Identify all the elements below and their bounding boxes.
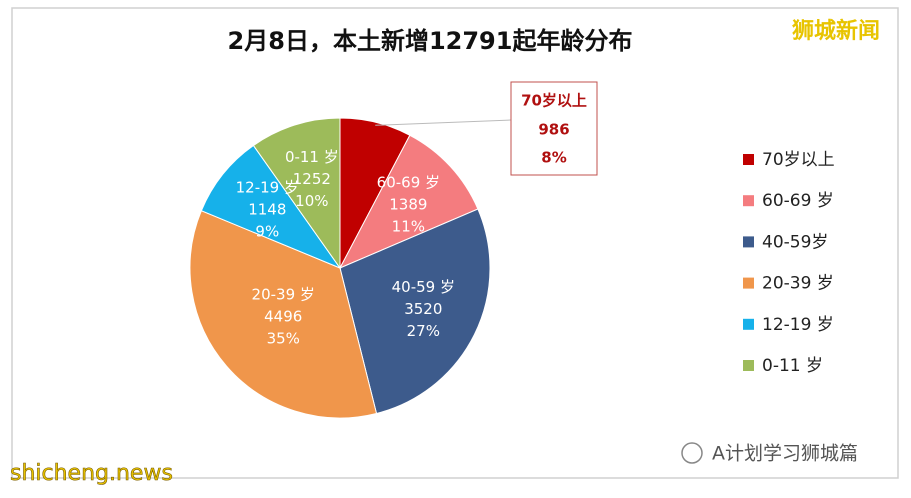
slice-label: 20-39 岁 [252, 286, 315, 304]
data-label: 3520 [404, 300, 442, 318]
legend-label: 12-19 岁 [762, 315, 834, 335]
wechat-icon [681, 442, 703, 464]
percent-label: 11% [392, 217, 425, 235]
legend-swatch [743, 195, 754, 207]
pie-slice [338, 134, 479, 270]
legend-swatch [743, 360, 754, 371]
legend-swatch [743, 154, 754, 165]
slice-label: 12-19 岁 [236, 178, 299, 196]
legend: 70岁以上 60-69 岁 40-59岁 20-39 岁 12-19 岁 0-11 岁 [743, 150, 835, 376]
legend-label: 60-69 岁 [762, 191, 834, 211]
slice-labels: 70岁以上 986 8% 60-69 岁 1389 11% 40-59 岁 3520 27% 20… [236, 81, 598, 348]
callout-box [510, 81, 598, 176]
percent-label: 9% [255, 222, 279, 240]
percent-label: 10% [295, 192, 328, 210]
data-label: 1389 [389, 195, 427, 213]
pie-slice [200, 144, 342, 270]
watermark: 狮城新闻 [792, 18, 880, 44]
percent-label: 35% [267, 330, 300, 348]
data-label: 986 [538, 121, 569, 139]
slice-label: 0-11 岁 [285, 148, 339, 166]
legend-label: 70岁以上 [762, 150, 835, 170]
slice-label: 70岁以上 [521, 92, 587, 110]
pie [189, 117, 491, 419]
watermark: A计划学习狮城篇 [712, 443, 858, 465]
legend-label: 0-11 岁 [762, 356, 823, 376]
legend-label: 40-59岁 [762, 232, 828, 252]
leader-line [375, 119, 512, 126]
legend-swatch [743, 318, 754, 330]
data-label: 1252 [293, 170, 331, 188]
pie-slice [252, 117, 341, 270]
data-label: 1148 [248, 200, 286, 218]
percent-label: 27% [407, 322, 440, 340]
pie-slice [339, 208, 491, 415]
legend-swatch [743, 277, 754, 289]
watermark: shicheng.news [10, 461, 173, 486]
slice-label: 40-59 岁 [392, 278, 455, 296]
percent-label: 8% [541, 149, 566, 167]
pie-slice [189, 210, 378, 419]
slice-label: 60-69 岁 [377, 173, 440, 191]
chart-title: 2月8日，本土新增12791起年龄分布 [228, 27, 633, 55]
data-label: 4496 [264, 308, 302, 326]
legend-label: 20-39 岁 [762, 274, 834, 294]
legend-swatch [743, 236, 754, 248]
